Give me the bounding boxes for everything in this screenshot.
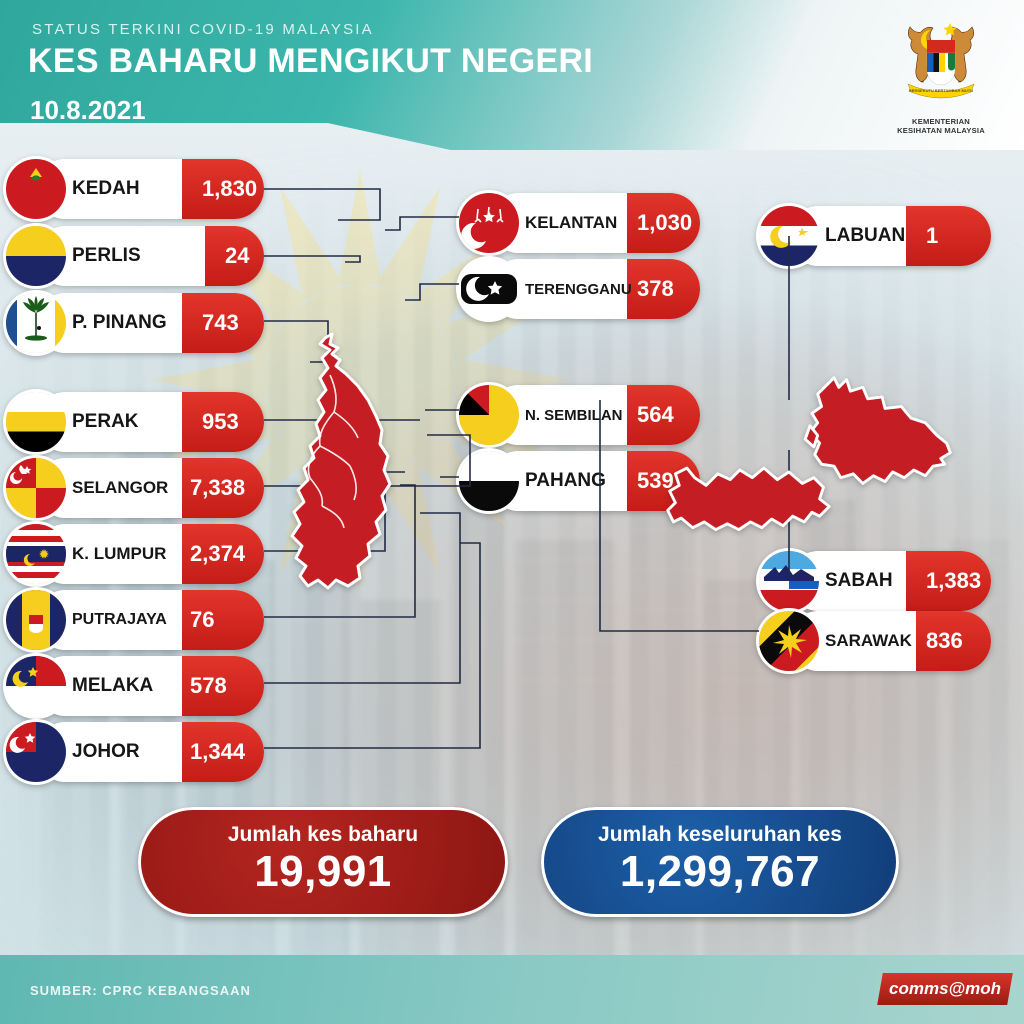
svg-text:BERSEKUTU BERTAMBAH MUTU: BERSEKUTU BERTAMBAH MUTU [909, 88, 973, 93]
